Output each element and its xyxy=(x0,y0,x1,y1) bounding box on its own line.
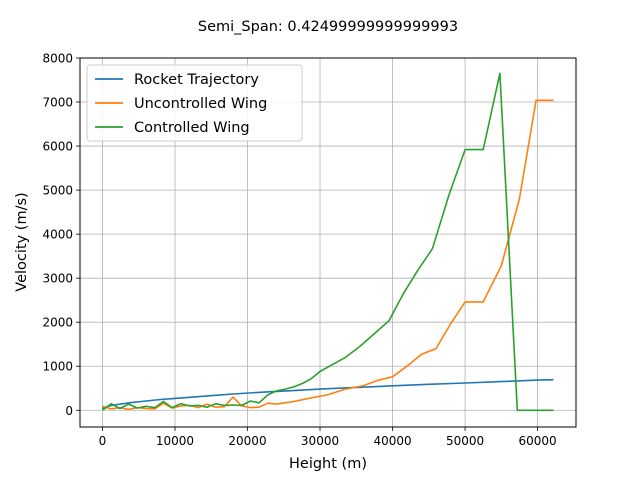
y-axis-label: Velocity (m/s) xyxy=(14,192,30,291)
legend-box xyxy=(86,64,303,142)
y-tick-label: 7000 xyxy=(42,96,73,110)
series-line-uncontrolled-wing xyxy=(102,99,554,411)
y-tick-label: 0 xyxy=(65,404,73,418)
series-lines xyxy=(102,72,554,412)
legend-label: Rocket Trajectory xyxy=(134,72,259,88)
legend-label: Controlled Wing xyxy=(134,120,250,136)
series-line-controlled-wing xyxy=(102,72,554,412)
x-tick-label: 40000 xyxy=(373,434,411,448)
legend: Rocket Trajectory Uncontrolled Wing Contro… xyxy=(86,64,303,142)
y-tick-label: 2000 xyxy=(42,316,73,330)
x-axis-label: Height (m) xyxy=(289,456,367,472)
y-axis: 0 1000 2000 3000 4000 5000 6000 7000 8000 xyxy=(42,52,80,418)
grid xyxy=(80,57,576,427)
x-tick-label: 20000 xyxy=(228,434,266,448)
y-tick-label: 1000 xyxy=(42,360,73,374)
y-tick-label: 5000 xyxy=(42,184,73,198)
series-line-rocket-trajectory xyxy=(102,378,554,410)
chart-title: Semi_Span: 0.42499999999999993 xyxy=(198,19,458,35)
x-tick-label: 50000 xyxy=(446,434,484,448)
x-tick-label: 10000 xyxy=(156,434,194,448)
y-tick-label: 6000 xyxy=(42,140,73,154)
y-tick-label: 8000 xyxy=(42,52,73,66)
x-tick-label: 60000 xyxy=(518,434,556,448)
y-tick-label: 4000 xyxy=(42,228,73,242)
plot-frame xyxy=(79,57,577,428)
x-axis: 0 10000 20000 30000 40000 50000 60000 xyxy=(99,427,557,448)
x-tick-label: 30000 xyxy=(301,434,339,448)
y-tick-label: 3000 xyxy=(42,272,73,286)
x-tick-label: 0 xyxy=(99,434,107,448)
legend-label: Uncontrolled Wing xyxy=(134,96,267,112)
